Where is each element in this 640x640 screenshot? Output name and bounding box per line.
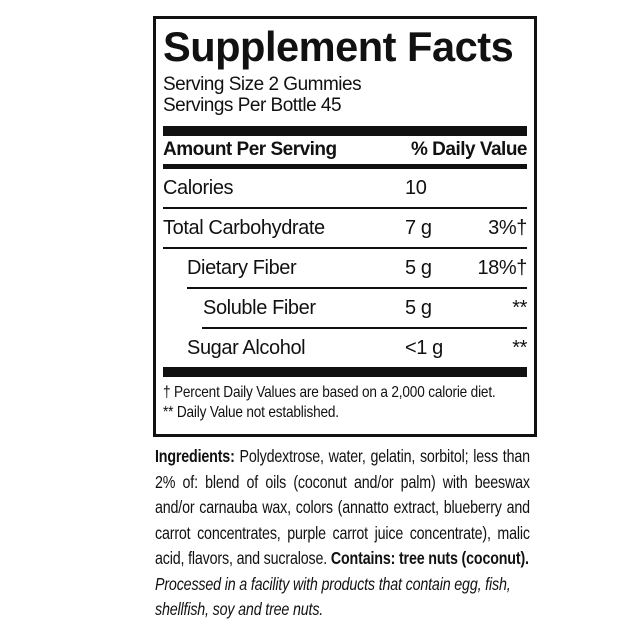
serving-info: Serving Size 2 Gummies Servings Per Bott…: [163, 74, 527, 116]
panel-title: Supplement Facts: [163, 23, 514, 70]
nutrient-daily-value: 3%†: [488, 216, 527, 239]
footnotes: † Percent Daily Values are based on a 2,…: [163, 377, 533, 423]
nutrient-name: Sugar Alcohol: [187, 336, 306, 359]
ingredients-label: Ingredients:: [155, 446, 235, 466]
nutrient-row-soluble-fiber: Soluble Fiber 5 g **: [163, 289, 527, 327]
row-separator: [163, 247, 527, 249]
ingredients-list: Polydextrose, water, gelatin, sorbitol; …: [155, 446, 530, 568]
nutrient-daily-value: **: [512, 336, 527, 359]
nutrient-row-total-carbohydrate: Total Carbohydrate 7 g 3%†: [163, 209, 527, 247]
thick-divider-bar-top: [163, 126, 527, 136]
nutrient-amount: <1 g: [405, 336, 443, 359]
nutrient-name: Calories: [163, 176, 234, 199]
nutrient-amount: 5 g: [405, 296, 432, 319]
row-separator: [202, 327, 527, 329]
row-separator: [163, 207, 527, 209]
contains-statement: Contains: tree nuts (coconut).: [330, 548, 529, 568]
ingredients-paragraph: Ingredients: Polydextrose, water, gelati…: [155, 444, 530, 572]
serving-size-text: Serving Size 2 Gummies: [163, 74, 362, 95]
footnote-daily-value: † Percent Daily Values are based on a 2,…: [163, 384, 496, 401]
allergen-notice: Processed in a facility with products th…: [155, 573, 511, 620]
nutrient-name: Total Carbohydrate: [163, 216, 325, 239]
thick-divider-bar-bottom: [163, 367, 527, 377]
nutrient-name: Dietary Fiber: [187, 256, 297, 279]
nutrient-daily-value: 18%†: [477, 256, 527, 279]
nutrient-row-dietary-fiber: Dietary Fiber 5 g 18%†: [163, 249, 527, 287]
nutrient-row-calories: Calories 10: [163, 169, 527, 207]
footnote-not-established: ** Daily Value not established.: [163, 404, 339, 421]
nutrient-amount: 5 g: [405, 256, 432, 279]
nutrient-row-sugar-alcohol: Sugar Alcohol <1 g **: [163, 329, 527, 367]
servings-per-bottle-text: Servings Per Bottle 45: [163, 95, 342, 116]
amount-per-serving-header: Amount Per Serving: [163, 139, 337, 160]
medium-divider-bar: [163, 164, 527, 169]
ingredients-section: Ingredients: Polydextrose, water, gelati…: [155, 444, 530, 623]
row-separator: [187, 287, 527, 289]
nutrient-daily-value: **: [512, 296, 527, 319]
supplement-facts-panel: Supplement Facts Serving Size 2 Gummies …: [153, 16, 537, 437]
column-header-row: Amount Per Serving % Daily Value: [163, 136, 528, 164]
daily-value-header: % Daily Value: [410, 139, 528, 160]
nutrient-amount: 7 g: [405, 216, 432, 239]
nutrient-amount: 10: [405, 176, 427, 199]
nutrient-name: Soluble Fiber: [203, 296, 316, 319]
